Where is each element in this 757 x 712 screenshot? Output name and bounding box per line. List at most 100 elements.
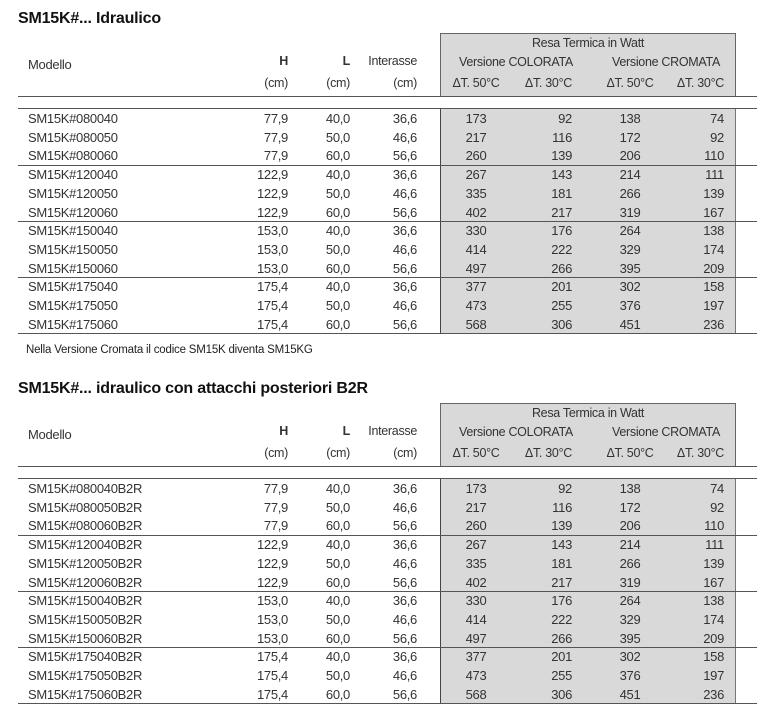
header-cromata-dt30: ΔT. 30°C	[676, 76, 724, 90]
cell-l: 60,0	[325, 148, 350, 164]
cell-colorata-dt50: 267	[465, 537, 487, 553]
cell-l: 60,0	[325, 260, 350, 276]
cell-cromata-dt50: 395	[619, 260, 641, 276]
cell-model: SM15K#120050B2R	[28, 555, 143, 571]
cell-colorata-dt30: 92	[558, 481, 572, 496]
cell-l: 50,0	[325, 668, 350, 683]
cell-cromata-dt30: 110	[704, 148, 724, 164]
cell-colorata-dt30: 176	[551, 593, 572, 609]
cell-interasse: 46,6	[392, 668, 417, 683]
cell-cromata-dt30: 139	[703, 555, 724, 571]
cell-l: 50,0	[325, 499, 350, 515]
cell-interasse: 46,6	[392, 129, 417, 145]
table-row: SM15K#080050 77,9 50,0 46,6 217 116 172 92	[0, 129, 757, 148]
cell-cromata-dt50: 451	[619, 316, 641, 332]
cell-colorata-dt50: 173	[465, 481, 487, 496]
cell-interasse: 46,6	[392, 555, 417, 571]
header-l: L	[342, 54, 351, 68]
group-rule	[18, 535, 757, 537]
header-shaded-box	[440, 403, 736, 467]
cell-colorata-dt50: 377	[465, 649, 487, 665]
cell-colorata-dt30: 181	[551, 555, 572, 571]
section-title: SM15K#... Idraulico	[18, 10, 161, 27]
cell-cromata-dt50: 266	[619, 185, 641, 201]
cell-h: 122,9	[256, 537, 288, 553]
section-title: SM15K#... idraulico con attacchi posteri…	[18, 380, 368, 397]
cell-colorata-dt50: 260	[465, 518, 487, 534]
cell-l: 50,0	[325, 241, 350, 257]
cell-l: 40,0	[325, 537, 350, 553]
cell-model: SM15K#080040B2R	[28, 481, 143, 496]
cell-cromata-dt30: 158	[703, 649, 724, 665]
cell-interasse: 36,6	[392, 111, 417, 126]
table-row: SM15K#120050 122,9 50,0 46,6 335 181 266 139	[0, 185, 757, 204]
table-row: SM15K#080060 77,9 60,0 56,6 260 139 206 110	[0, 147, 757, 166]
table-row: SM15K#150050B2R 153,0 50,0 46,6 414 222 329 174	[0, 611, 757, 630]
table-row: SM15K#120040 122,9 40,0 36,6 267 143 214 111	[0, 166, 757, 185]
cell-cromata-dt30: 138	[703, 593, 724, 609]
cell-cromata-dt50: 319	[619, 204, 641, 220]
cell-h: 153,0	[256, 223, 288, 239]
table-row: SM15K#175050B2R 175,4 50,0 46,6 473 255 376 197	[0, 667, 757, 686]
cell-h: 77,9	[263, 499, 288, 515]
cell-colorata-dt30: 201	[551, 649, 572, 665]
header-cromata-dt50: ΔT. 50°C	[606, 76, 654, 90]
cell-colorata-dt30: 181	[551, 185, 572, 201]
footnote: Nella Versione Cromata il codice SM15K d…	[26, 344, 313, 357]
cell-colorata-dt50: 402	[465, 204, 487, 220]
cell-colorata-dt50: 330	[465, 223, 487, 239]
cell-interasse: 56,6	[392, 574, 417, 590]
cell-model: SM15K#120060B2R	[28, 574, 143, 590]
cell-l: 40,0	[325, 167, 350, 183]
header-l-unit: (cm)	[326, 76, 350, 90]
cell-colorata-dt30: 217	[551, 204, 572, 220]
cell-interasse: 36,6	[392, 481, 417, 496]
cell-cromata-dt50: 172	[619, 499, 641, 515]
cell-cromata-dt30: 139	[703, 185, 724, 201]
cell-colorata-dt50: 335	[465, 555, 487, 571]
cell-h: 122,9	[256, 185, 288, 201]
cell-cromata-dt50: 214	[619, 537, 641, 553]
cell-cromata-dt50: 206	[619, 518, 641, 534]
cell-l: 40,0	[325, 111, 350, 126]
cell-h: 175,4	[256, 298, 288, 313]
cell-cromata-dt30: 197	[703, 668, 724, 683]
header-colorata: Versione COLORATA	[459, 55, 573, 69]
cell-cromata-dt30: 92	[710, 499, 724, 515]
cell-l: 60,0	[325, 686, 350, 702]
cell-model: SM15K#080040	[28, 111, 118, 126]
cell-cromata-dt50: 329	[619, 241, 641, 257]
cell-h: 153,0	[256, 241, 288, 257]
cell-model: SM15K#080050B2R	[28, 499, 143, 515]
cell-cromata-dt50: 172	[619, 129, 641, 145]
header-colorata-dt30: ΔT. 30°C	[524, 76, 572, 90]
cell-h: 122,9	[256, 574, 288, 590]
table-row: SM15K#080040B2R 77,9 40,0 36,6 173 92 138 74	[0, 480, 757, 499]
cell-l: 50,0	[325, 298, 350, 313]
cell-interasse: 36,6	[392, 537, 417, 553]
cell-cromata-dt50: 376	[619, 298, 641, 313]
cell-colorata-dt50: 497	[465, 630, 487, 646]
header-cromata-dt50: ΔT. 50°C	[606, 446, 654, 460]
cell-cromata-dt50: 395	[619, 630, 641, 646]
cell-colorata-dt50: 377	[465, 279, 487, 295]
cell-interasse: 36,6	[392, 223, 417, 239]
cell-model: SM15K#120040B2R	[28, 537, 143, 553]
cell-interasse: 46,6	[392, 298, 417, 313]
table-row: SM15K#150040 153,0 40,0 36,6 330 176 264 138	[0, 222, 757, 241]
cell-h: 175,4	[256, 316, 288, 332]
cell-colorata-dt30: 143	[551, 537, 572, 553]
cell-colorata-dt50: 267	[465, 167, 487, 183]
header-modello: Modello	[28, 427, 72, 442]
cell-interasse: 36,6	[392, 279, 417, 295]
cell-l: 40,0	[325, 593, 350, 609]
cell-cromata-dt30: 209	[703, 630, 724, 646]
cell-model: SM15K#080050	[28, 129, 118, 145]
cell-colorata-dt50: 497	[465, 260, 487, 276]
table-row: SM15K#150040B2R 153,0 40,0 36,6 330 176 264 138	[0, 592, 757, 611]
cell-colorata-dt30: 222	[551, 611, 572, 627]
cell-l: 40,0	[325, 481, 350, 496]
cell-l: 40,0	[325, 649, 350, 665]
cell-cromata-dt50: 329	[619, 611, 641, 627]
table-row: SM15K#175050 175,4 50,0 46,6 473 255 376 197	[0, 297, 757, 316]
